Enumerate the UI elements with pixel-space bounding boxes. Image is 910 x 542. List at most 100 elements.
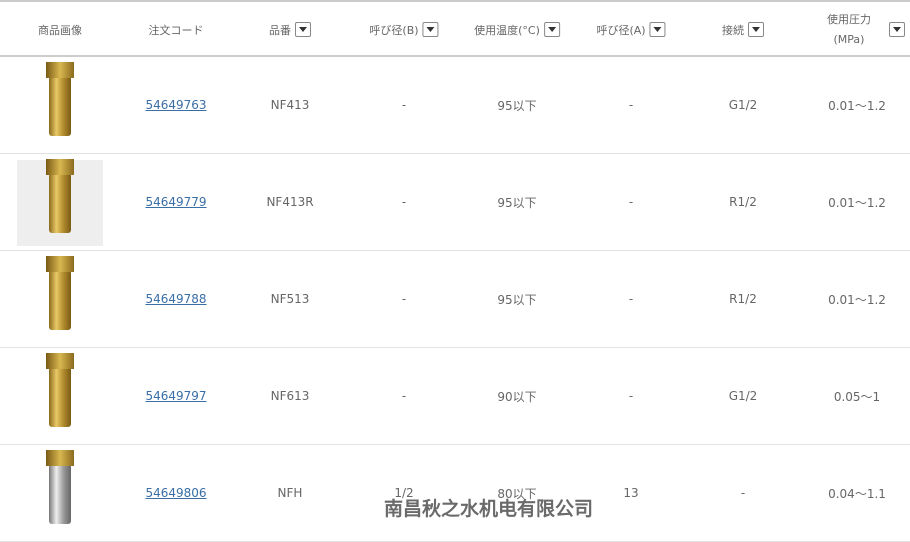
cell-temp: 95以下 [497, 251, 536, 347]
cell-value: 0.01～1.2 [828, 292, 886, 307]
cell-conn: - [741, 445, 745, 541]
cell-b: - [402, 348, 406, 444]
cell-code: 54649788 [145, 251, 206, 347]
table-row: 54649797 NF613 - 90以下 - G1/2 0.05～1 [0, 348, 910, 445]
cell-value: G1/2 [728, 389, 758, 403]
header-temperature: 使用温度(°C) [474, 2, 560, 57]
cell-temp: 80以下 [497, 445, 536, 541]
filter-dropdown-icon[interactable] [295, 22, 311, 37]
cell-code: 54649806 [145, 445, 206, 541]
product-image[interactable] [17, 450, 103, 537]
table-row: 54649763 NF413 - 95以下 - G1/2 0.01～1.2 [0, 57, 910, 154]
cell-conn: R1/2 [729, 251, 757, 347]
table-header: 商品画像 注文コード 品番 呼び径(B) 使用温度(°C) 呼び径(A) 接続 … [0, 0, 910, 57]
cell-value: 80以下 [497, 486, 537, 501]
cell-part: NF413R [266, 154, 313, 250]
cell-temp: 95以下 [497, 57, 536, 153]
cell-value: - [401, 389, 407, 403]
cell-value: NF613 [270, 389, 310, 403]
cell-value: 1/2 [394, 486, 414, 500]
cell-value: - [740, 486, 746, 500]
table-row: 54649779 NF413R - 95以下 - R1/2 0.01～1.2 [0, 154, 910, 251]
product-image[interactable] [17, 62, 103, 149]
header-size-b: 呼び径(B) [369, 2, 439, 57]
cell-part: NF413 [271, 57, 310, 153]
cell-temp: 90以下 [497, 348, 536, 444]
cell-value: - [628, 195, 634, 209]
filter-dropdown-icon[interactable] [422, 22, 439, 37]
cell-value: NFH [277, 486, 303, 500]
order-code-link[interactable]: 54649779 [145, 195, 207, 209]
cell-value: R1/2 [729, 195, 757, 209]
cell-code: 54649779 [145, 154, 206, 250]
cell-value: NF513 [270, 292, 310, 306]
cell-value: 0.04～1.1 [828, 486, 886, 501]
cell-b: - [402, 251, 406, 347]
table-row: 54649788 NF513 - 95以下 - R1/2 0.01～1.2 [0, 251, 910, 348]
cell-press: 0.05～1 [834, 348, 880, 444]
cell-code: 54649797 [145, 348, 206, 444]
cell-part: NF613 [271, 348, 310, 444]
cell-value: - [628, 292, 634, 306]
cell-value: 95以下 [497, 195, 537, 210]
fitting-illustration [46, 159, 74, 233]
cell-b: - [402, 57, 406, 153]
cell-a: - [629, 251, 633, 347]
cell-code: 54649763 [145, 57, 206, 153]
cell-value: 0.05～1 [833, 389, 881, 404]
cell-value: - [401, 195, 407, 209]
cell-temp: 95以下 [497, 154, 536, 250]
product-image[interactable] [17, 353, 103, 440]
cell-value: 0.01～1.2 [828, 98, 886, 113]
cell-value: 95以下 [497, 292, 537, 307]
cell-value: NF413R [266, 195, 314, 209]
product-image[interactable] [17, 256, 103, 343]
header-pressure: 使用圧力 (MPa) [827, 2, 905, 57]
cell-b: - [402, 154, 406, 250]
cell-a: - [629, 154, 633, 250]
fitting-illustration [46, 450, 74, 524]
cell-a: - [629, 348, 633, 444]
cell-value: - [628, 389, 634, 403]
cell-value: - [401, 98, 407, 112]
filter-dropdown-icon[interactable] [889, 22, 905, 37]
header-image: 商品画像 [38, 23, 82, 37]
cell-conn: G1/2 [729, 57, 758, 153]
cell-a: - [629, 57, 633, 153]
fitting-illustration [46, 353, 74, 427]
header-size-a: 呼び径(A) [596, 2, 666, 57]
cell-value: 0.01～1.2 [828, 195, 886, 210]
cell-value: 95以下 [497, 98, 537, 113]
cell-value: - [628, 98, 634, 112]
product-image[interactable] [17, 159, 103, 246]
order-code-link[interactable]: 54649806 [145, 486, 207, 500]
cell-value: R1/2 [729, 292, 757, 306]
filter-dropdown-icon[interactable] [748, 22, 764, 37]
cell-press: 0.01～1.2 [828, 57, 886, 153]
order-code-link[interactable]: 54649797 [145, 389, 207, 403]
filter-dropdown-icon[interactable] [543, 22, 560, 37]
cell-b: 1/2 [394, 445, 413, 541]
header-connection: 接続 [722, 2, 764, 57]
cell-press: 0.01～1.2 [828, 251, 886, 347]
filter-dropdown-icon[interactable] [649, 22, 666, 37]
order-code-link[interactable]: 54649788 [145, 292, 207, 306]
watermark: 南昌秋之水机电有限公司 [384, 498, 594, 520]
order-code-link[interactable]: 54649763 [145, 98, 207, 112]
cell-value: G1/2 [728, 98, 758, 112]
fitting-illustration [46, 62, 74, 136]
table-row: 54649806 NFH 1/2 80以下 13 - 0.04～1.1 [0, 445, 910, 542]
cell-value: 90以下 [497, 389, 537, 404]
header-order-code: 注文コード [148, 23, 204, 37]
cell-press: 0.01～1.2 [828, 154, 886, 250]
cell-a: 13 [623, 445, 638, 541]
cell-conn: R1/2 [729, 154, 757, 250]
cell-value: - [401, 292, 407, 306]
cell-part: NFH [278, 445, 303, 541]
cell-part: NF513 [271, 251, 310, 347]
cell-value: 13 [623, 486, 639, 500]
cell-conn: G1/2 [729, 348, 758, 444]
cell-press: 0.04～1.1 [828, 445, 886, 541]
cell-value: NF413 [270, 98, 310, 112]
header-part-number: 品番 [269, 2, 311, 57]
